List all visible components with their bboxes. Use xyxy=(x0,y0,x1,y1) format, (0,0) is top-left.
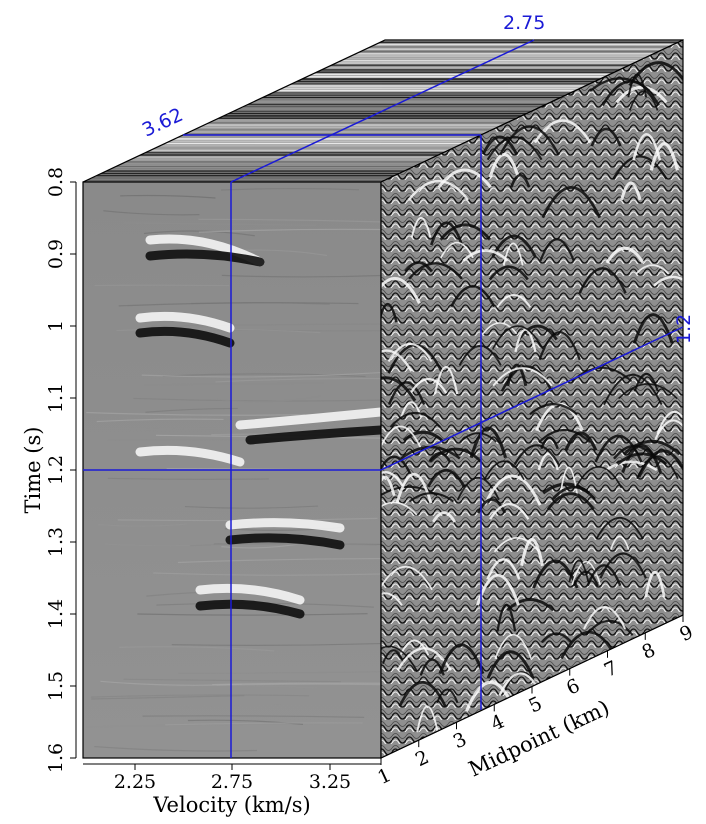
slice-lines xyxy=(83,39,684,758)
time-tick-label: 1.5 xyxy=(45,671,67,701)
time-axis: 0.8 0.9 1 1.1 1.2 1.3 1.4 1.5 1.6 xyxy=(45,167,77,773)
velocity-tick-label: 2.25 xyxy=(114,771,156,793)
midpoint-slice-label: 3.62 xyxy=(139,104,187,142)
time-tick-label: 1.2 xyxy=(45,455,67,485)
time-tick-label: 1 xyxy=(45,320,67,332)
time-slice-label: 1.2 xyxy=(673,314,695,344)
time-tick-label: 1.4 xyxy=(45,599,67,629)
time-tick-label: 0.8 xyxy=(45,167,67,197)
time-tick-label: 1.1 xyxy=(45,383,67,413)
velocity-slice-line-top xyxy=(230,39,535,183)
midpoint-tick-label: 7 xyxy=(601,657,621,682)
velocity-axis: 2.25 2.75 3.25 xyxy=(83,763,381,793)
time-tick-label: 1.3 xyxy=(45,527,67,557)
velocity-axis-title: Velocity (km/s) xyxy=(152,793,310,817)
midpoint-tick-label: 8 xyxy=(639,639,659,664)
midpoint-tick-label: 6 xyxy=(563,675,583,700)
velocity-tick-label: 2.75 xyxy=(211,771,253,793)
midpoint-tick-label: 4 xyxy=(488,710,508,735)
time-tick-label: 0.9 xyxy=(45,239,67,269)
midpoint-tick-label: 2 xyxy=(412,746,432,771)
time-slice-line-side xyxy=(380,326,684,471)
time-axis-title: Time (s) xyxy=(21,427,45,514)
midpoint-tick-label: 1 xyxy=(374,764,394,789)
velocity-tick-label: 3.25 xyxy=(309,771,351,793)
velocity-slice-label: 2.75 xyxy=(503,12,545,34)
midpoint-tick-label: 5 xyxy=(525,693,545,718)
midpoint-tick-label: 3 xyxy=(450,728,470,753)
time-tick-label: 1.6 xyxy=(45,743,67,773)
midpoint-tick-label: 9 xyxy=(676,621,696,646)
